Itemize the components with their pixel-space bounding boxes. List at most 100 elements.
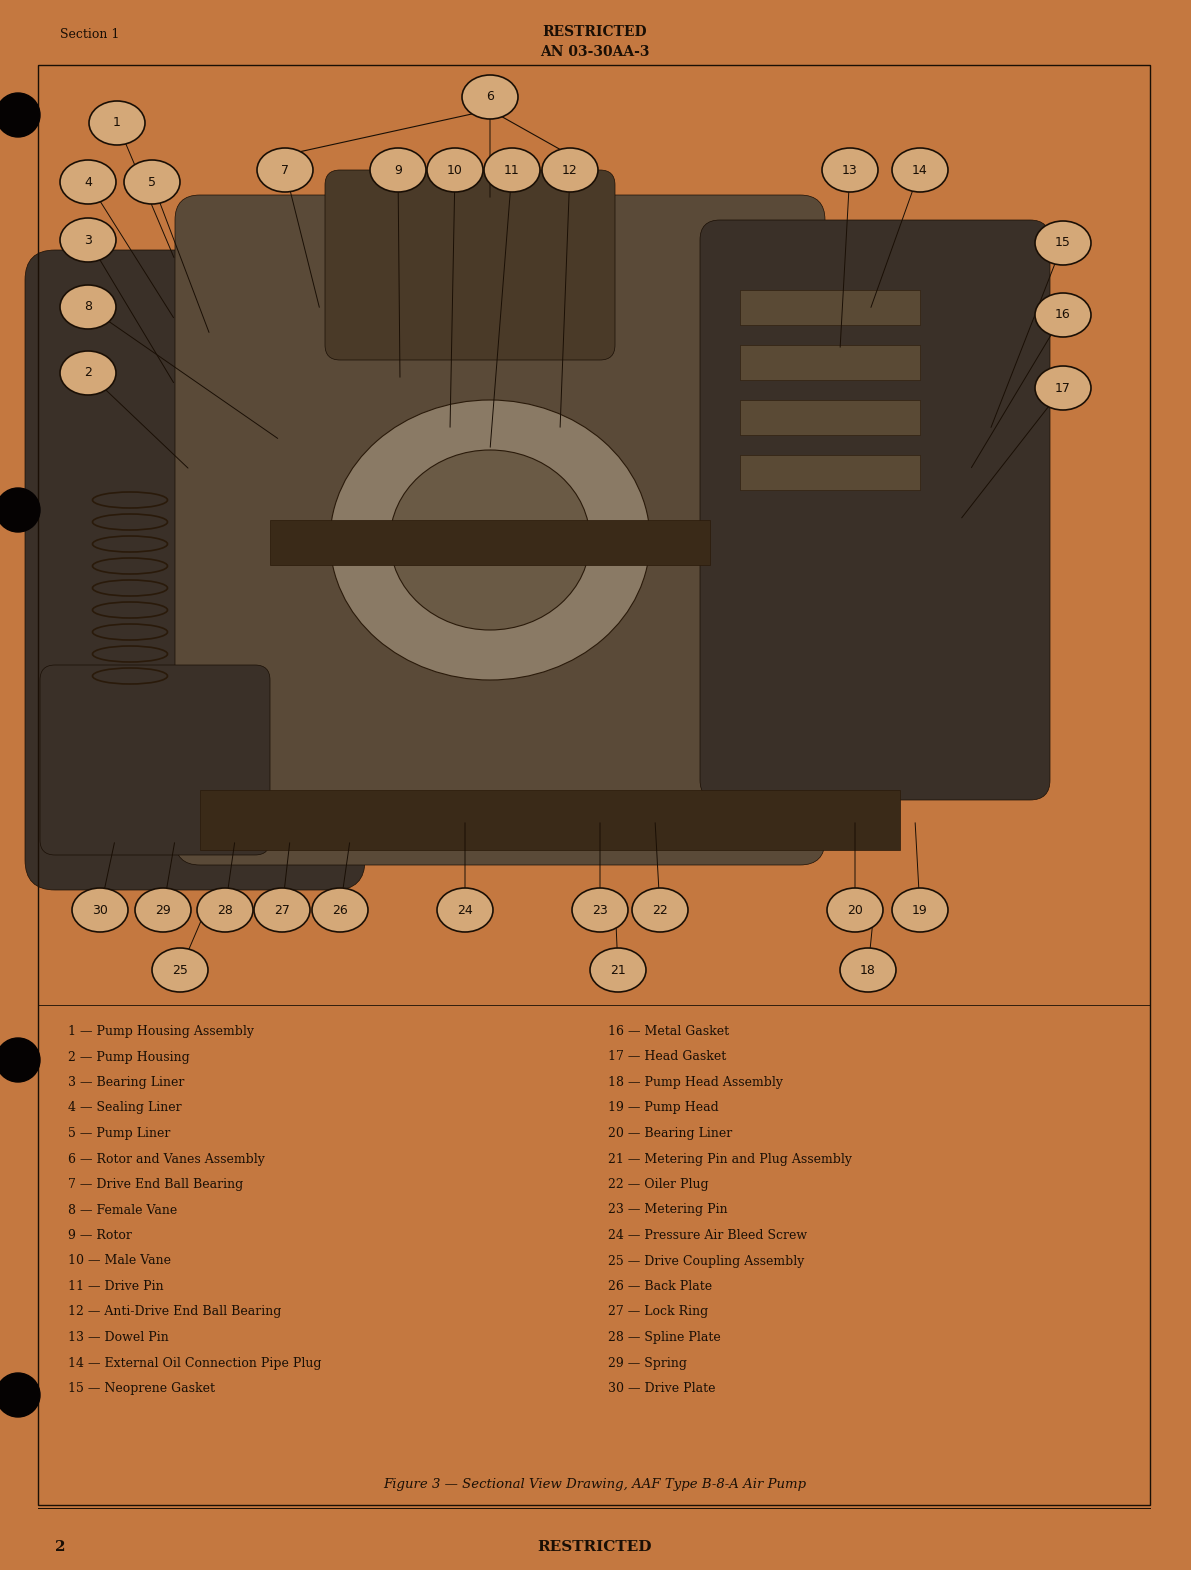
Text: 4 — Sealing Liner: 4 — Sealing Liner [68,1102,181,1115]
Ellipse shape [124,160,180,204]
Text: 14: 14 [912,163,928,176]
Text: 11: 11 [504,163,520,176]
Text: 20: 20 [847,903,863,917]
FancyBboxPatch shape [175,195,825,865]
Text: 30: 30 [92,903,108,917]
Text: 9 — Rotor: 9 — Rotor [68,1229,132,1242]
Ellipse shape [827,889,883,933]
Text: 4: 4 [85,176,92,188]
Bar [270,520,710,565]
Text: 1 — Pump Housing Assembly: 1 — Pump Housing Assembly [68,1025,254,1038]
Text: 29 — Spring: 29 — Spring [607,1356,687,1369]
Circle shape [0,93,40,137]
Ellipse shape [1035,294,1091,338]
Text: 18: 18 [860,964,875,977]
Text: 19: 19 [912,903,928,917]
Text: 10: 10 [447,163,463,176]
Text: 17 — Head Gasket: 17 — Head Gasket [607,1050,727,1063]
Text: 27 — Lock Ring: 27 — Lock Ring [607,1306,709,1319]
Ellipse shape [462,75,518,119]
Ellipse shape [60,286,116,330]
Text: 24: 24 [457,903,473,917]
Ellipse shape [892,889,948,933]
Ellipse shape [370,148,426,192]
FancyBboxPatch shape [700,220,1050,801]
FancyBboxPatch shape [325,170,615,360]
Text: 15: 15 [1055,237,1071,250]
Text: 6 — Rotor and Vanes Assembly: 6 — Rotor and Vanes Assembly [68,1152,264,1165]
Ellipse shape [330,400,650,680]
Text: RESTRICTED: RESTRICTED [543,25,648,39]
Text: 8: 8 [85,300,92,314]
Text: 7: 7 [281,163,289,176]
Ellipse shape [312,889,368,933]
Circle shape [0,1038,40,1082]
FancyBboxPatch shape [40,666,270,856]
Text: 5 — Pump Liner: 5 — Pump Liner [68,1127,170,1140]
Text: 23 — Metering Pin: 23 — Metering Pin [607,1204,728,1217]
Text: 5: 5 [148,176,156,188]
Bar [200,790,900,849]
Text: 13: 13 [842,163,858,176]
Text: 11 — Drive Pin: 11 — Drive Pin [68,1280,163,1294]
Text: 22 — Oiler Plug: 22 — Oiler Plug [607,1178,709,1192]
Ellipse shape [60,218,116,262]
Ellipse shape [632,889,688,933]
Text: Section 1: Section 1 [60,28,119,41]
Text: 3: 3 [85,234,92,246]
Text: 27: 27 [274,903,289,917]
Bar [740,290,919,325]
Ellipse shape [197,889,252,933]
Bar [740,400,919,435]
Text: 2: 2 [85,366,92,380]
Ellipse shape [389,451,590,630]
Ellipse shape [484,148,540,192]
Ellipse shape [135,889,191,933]
Text: 30 — Drive Plate: 30 — Drive Plate [607,1382,716,1396]
Ellipse shape [89,100,145,144]
Text: 13 — Dowel Pin: 13 — Dowel Pin [68,1331,169,1344]
Text: 2 — Pump Housing: 2 — Pump Housing [68,1050,189,1063]
Text: 3 — Bearing Liner: 3 — Bearing Liner [68,1075,185,1090]
Text: 25 — Drive Coupling Assembly: 25 — Drive Coupling Assembly [607,1254,804,1267]
Ellipse shape [572,889,628,933]
Text: 26: 26 [332,903,348,917]
Text: 25: 25 [172,964,188,977]
Ellipse shape [71,889,127,933]
Text: 28 — Spline Plate: 28 — Spline Plate [607,1331,721,1344]
Ellipse shape [437,889,493,933]
Text: 1: 1 [113,116,121,129]
Text: Figure 3 — Sectional View Drawing, AAF Type B-8-A Air Pump: Figure 3 — Sectional View Drawing, AAF T… [384,1477,806,1492]
Ellipse shape [542,148,598,192]
Text: 21 — Metering Pin and Plug Assembly: 21 — Metering Pin and Plug Assembly [607,1152,852,1165]
Text: AN 03-30AA-3: AN 03-30AA-3 [541,46,650,60]
Text: 20 — Bearing Liner: 20 — Bearing Liner [607,1127,732,1140]
Circle shape [0,488,40,532]
Text: 22: 22 [653,903,668,917]
Ellipse shape [840,948,896,992]
Text: RESTRICTED: RESTRICTED [538,1540,653,1554]
Text: 12 — Anti-Drive End Ball Bearing: 12 — Anti-Drive End Ball Bearing [68,1306,281,1319]
Ellipse shape [428,148,484,192]
Ellipse shape [590,948,646,992]
Text: 9: 9 [394,163,401,176]
Ellipse shape [822,148,878,192]
Text: 2: 2 [55,1540,66,1554]
Ellipse shape [60,160,116,204]
Circle shape [0,1374,40,1418]
Text: 6: 6 [486,91,494,104]
Text: 23: 23 [592,903,607,917]
Text: 24 — Pressure Air Bleed Screw: 24 — Pressure Air Bleed Screw [607,1229,807,1242]
Bar [740,345,919,380]
Text: 29: 29 [155,903,170,917]
FancyBboxPatch shape [25,250,364,890]
Text: 28: 28 [217,903,233,917]
Text: 19 — Pump Head: 19 — Pump Head [607,1102,718,1115]
Text: 16 — Metal Gasket: 16 — Metal Gasket [607,1025,729,1038]
Text: 17: 17 [1055,382,1071,394]
Ellipse shape [892,148,948,192]
Text: 14 — External Oil Connection Pipe Plug: 14 — External Oil Connection Pipe Plug [68,1356,322,1369]
Text: 12: 12 [562,163,578,176]
Text: 10 — Male Vane: 10 — Male Vane [68,1254,172,1267]
Ellipse shape [257,148,313,192]
